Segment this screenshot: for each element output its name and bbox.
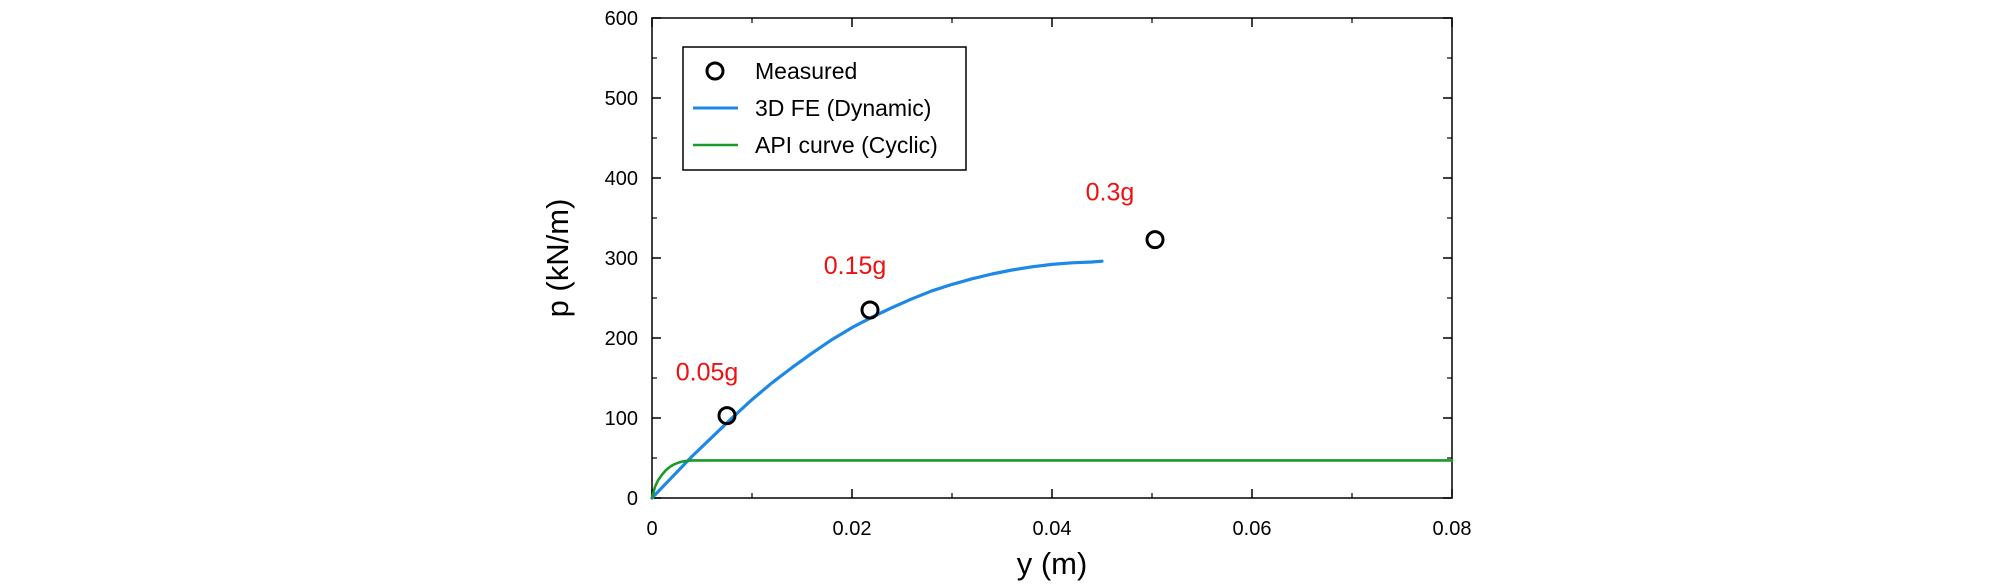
legend-label-api: API curve (Cyclic) [755, 132, 938, 158]
y-tick-label: 200 [605, 328, 638, 350]
series-line-3d-fe-dynamic [650, 259, 1104, 500]
legend-label-3d-fe: 3D FE (Dynamic) [755, 95, 931, 121]
annotation-label: 0.05g [676, 358, 739, 386]
x-tick-label: 0 [646, 518, 657, 540]
x-tick-label: 0.06 [1233, 518, 1272, 540]
y-tick-label: 500 [605, 88, 638, 110]
legend: Measured 3D FE (Dynamic) API curve (Cycl… [682, 46, 967, 171]
annotation-label: 0.15g [824, 252, 887, 280]
annotation-label: 0.3g [1086, 178, 1135, 206]
series-layer [650, 230, 1454, 500]
y-tick-label: 0 [627, 488, 638, 510]
measured-point [717, 406, 737, 426]
measured-point [860, 300, 880, 320]
x-tick-label: 0.04 [1033, 518, 1072, 540]
y-tick-label: 300 [605, 248, 638, 270]
y-tick-label: 100 [605, 408, 638, 430]
annotations: 0.05g 0.15g 0.3g [676, 178, 1135, 386]
legend-label-measured: Measured [755, 58, 857, 84]
series-line-api-curve-cyclic [650, 459, 1454, 500]
y-axis-title: p (kN/m) [540, 199, 575, 318]
measured-point [1145, 230, 1165, 250]
legend-marker-measured [705, 61, 725, 81]
x-tick-label: 0.08 [1433, 518, 1472, 540]
x-axis-title: y (m) [1017, 546, 1088, 581]
y-tick-label: 400 [605, 168, 638, 190]
y-tick-label: 600 [605, 8, 638, 30]
x-tick-label: 0.02 [833, 518, 872, 540]
axis-ticks: 0 100 200 300 400 500 600 0 0.02 0.04 0.06 0.08 [605, 8, 1472, 540]
